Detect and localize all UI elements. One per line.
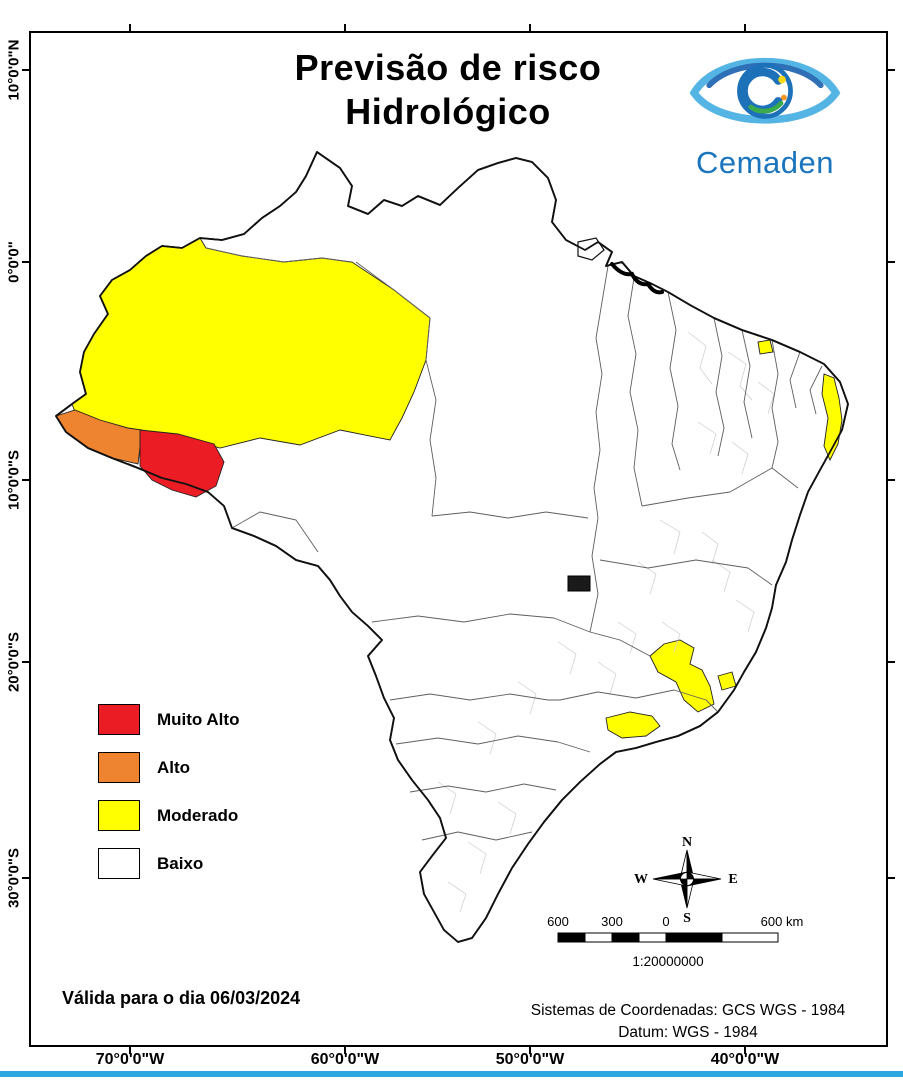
lon-label-60w: 60°0'0"W bbox=[310, 1051, 380, 1068]
compass-n-label: N bbox=[682, 835, 692, 850]
cemaden-logo-text: Cemaden bbox=[696, 145, 834, 180]
lat-label-20s: 20°0'0"S bbox=[5, 631, 23, 693]
legend-item-moderado: Moderado bbox=[98, 800, 239, 831]
compass-e-label: E bbox=[728, 872, 737, 887]
lat-label-30s: 30°0'0"S bbox=[5, 847, 23, 909]
bottom-blue-strip bbox=[0, 1071, 903, 1077]
map-title-line1: Previsão de risco bbox=[294, 47, 602, 88]
cemaden-logo: Cemaden bbox=[650, 38, 880, 181]
risk-region-moderado-ne-spot bbox=[757, 339, 774, 355]
municipal-boundaries bbox=[437, 331, 775, 913]
map-title: Previsão de risco Hidrológico bbox=[218, 46, 678, 134]
risk-region-moderado-minas bbox=[649, 639, 715, 713]
scalebar-label-mid: 300 bbox=[601, 914, 623, 929]
lat-label-0: 0°0'0" bbox=[5, 241, 23, 283]
compass-w-label: W bbox=[634, 872, 648, 887]
map-title-line2: Hidrológico bbox=[345, 90, 551, 132]
state-boundaries bbox=[205, 247, 823, 841]
compass-rose bbox=[652, 849, 722, 909]
legend-label-muito-alto: Muito Alto bbox=[157, 709, 240, 729]
scalebar-label-right: 600 km bbox=[761, 914, 804, 929]
legend-swatch-muito-alto bbox=[98, 704, 140, 735]
lat-label-10s: 10°0'0"S bbox=[5, 449, 23, 511]
lon-label-70w: 70°0'0"W bbox=[95, 1051, 165, 1068]
frame-ticks bbox=[22, 24, 895, 1054]
coordinate-system-line2: Datum: WGS - 1984 bbox=[618, 1023, 758, 1041]
legend-swatch-moderado bbox=[98, 800, 140, 831]
cemaden-eye-icon bbox=[689, 57, 841, 124]
scalebar-label-zero: 0 bbox=[662, 914, 669, 929]
legend-item-muito-alto: Muito Alto bbox=[98, 704, 239, 735]
legend-swatch-baixo bbox=[98, 848, 140, 879]
map-frame bbox=[29, 31, 888, 1047]
distrito-federal-marker bbox=[567, 575, 591, 592]
legend-label-alto: Alto bbox=[157, 757, 191, 777]
legend-swatch-alto bbox=[98, 752, 140, 783]
brazil-border-stroke bbox=[55, 151, 849, 943]
legend-label-baixo: Baixo bbox=[157, 853, 204, 873]
river-feature bbox=[610, 262, 664, 295]
compass-s-label: S bbox=[683, 911, 691, 926]
scale-bar bbox=[557, 932, 779, 943]
lon-label-50w: 50°0'0"W bbox=[495, 1051, 565, 1068]
scale-ratio-label: 1:20000000 bbox=[632, 954, 703, 969]
coordinate-system-note: Sistemas de Coordenadas: GCS WGS - 1984 … bbox=[478, 1000, 898, 1043]
legend: Muito Alto Alto Moderado Baixo bbox=[98, 704, 239, 896]
legend-item-alto: Alto bbox=[98, 752, 239, 783]
validity-date-text: Válida para o dia 06/03/2024 bbox=[62, 988, 301, 1008]
scalebar-label-left: 600 bbox=[547, 914, 569, 929]
risk-region-moderado-rio bbox=[605, 711, 661, 739]
coordinate-system-line1: Sistemas de Coordenadas: GCS WGS - 1984 bbox=[530, 1002, 846, 1019]
marajo-island bbox=[577, 237, 605, 261]
lon-label-40w: 40°0'0"W bbox=[710, 1051, 780, 1068]
legend-item-baixo: Baixo bbox=[98, 848, 239, 879]
lat-label-10n: 10°0'0"N bbox=[5, 39, 23, 101]
legend-label-moderado: Moderado bbox=[157, 805, 239, 825]
